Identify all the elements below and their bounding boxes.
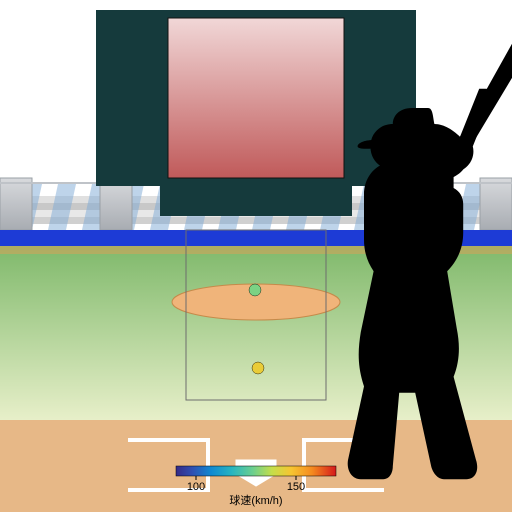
pitch-marker [252, 362, 264, 374]
colorbar-title: 球速(km/h) [229, 493, 282, 507]
pitch-location-diagram: 100 150 球速(km/h) [0, 0, 512, 512]
colorbar-tick-label: 100 [187, 481, 205, 493]
colorbar-tick-label: 150 [287, 481, 305, 493]
pitch-marker [249, 284, 261, 296]
scoreboard-screen [168, 18, 344, 178]
